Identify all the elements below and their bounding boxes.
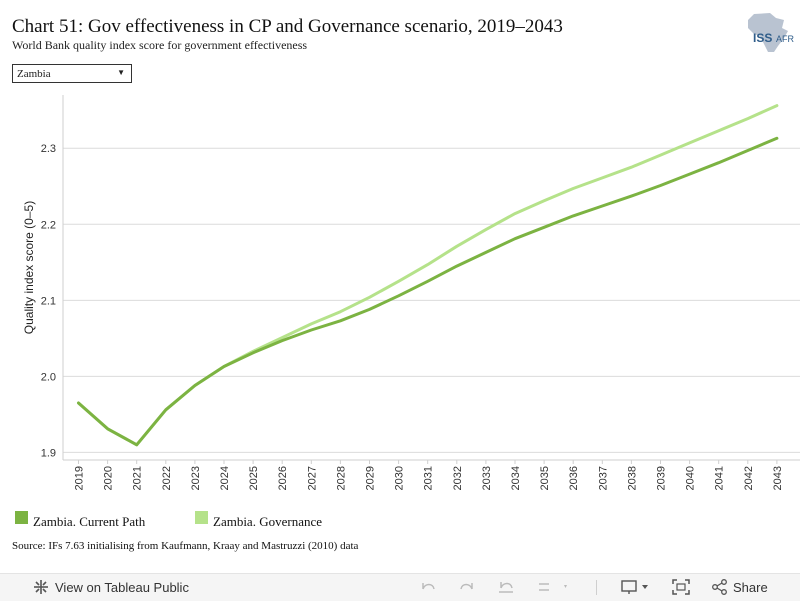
x-tick-label: 2042 bbox=[743, 466, 755, 490]
x-tick-label: 2027 bbox=[306, 466, 318, 490]
chart-title: Chart 51: Gov effectiveness in CP and Go… bbox=[12, 16, 563, 37]
source-note: Source: IFs 7.63 initialising from Kaufm… bbox=[12, 540, 359, 552]
legend-swatch-current-path bbox=[15, 511, 28, 524]
x-tick-label: 2024 bbox=[219, 466, 231, 490]
chart-subtitle: World Bank quality index score for gover… bbox=[12, 38, 308, 52]
y-tick-label: 2.0 bbox=[41, 371, 56, 383]
fullscreen-icon[interactable] bbox=[672, 579, 690, 597]
x-tick-label: 2022 bbox=[161, 466, 173, 490]
legend-item-governance[interactable]: Zambia. Governance bbox=[195, 508, 355, 529]
x-tick-label: 2041 bbox=[714, 466, 726, 490]
x-tick-label: 2031 bbox=[423, 466, 435, 490]
legend-label-current-path: Zambia. Current Path bbox=[33, 514, 146, 529]
x-tick-label: 2029 bbox=[365, 466, 377, 490]
x-tick-label: 2043 bbox=[772, 466, 784, 490]
refresh-icon[interactable] bbox=[536, 579, 568, 597]
caret-down-icon: ▼ bbox=[117, 68, 125, 77]
organization-logo: ISS AFR bbox=[740, 12, 800, 54]
x-tick-label: 2032 bbox=[452, 466, 464, 490]
x-tick-label: 2034 bbox=[510, 466, 522, 490]
legend-item-current-path[interactable]: Zambia. Current Path bbox=[15, 508, 185, 529]
legend-label-governance: Zambia. Governance bbox=[213, 514, 323, 529]
x-tick-label: 2025 bbox=[248, 466, 260, 490]
country-select[interactable]: Zambia ▼ bbox=[12, 64, 132, 83]
view-on-tableau-link[interactable]: View on Tableau Public bbox=[55, 580, 189, 595]
x-tick-label: 2037 bbox=[597, 466, 609, 490]
logo-text-suffix: AFR bbox=[776, 34, 795, 44]
tableau-toolbar: View on Tableau Public Share bbox=[0, 573, 800, 601]
legend-swatch-governance bbox=[195, 511, 208, 524]
revert-icon[interactable] bbox=[498, 579, 516, 597]
x-tick-label: 2038 bbox=[626, 466, 638, 490]
country-select-value: Zambia bbox=[17, 68, 51, 80]
share-icon[interactable] bbox=[711, 579, 729, 597]
x-tick-label: 2030 bbox=[394, 466, 406, 490]
x-tick-label: 2036 bbox=[568, 466, 580, 490]
x-tick-label: 2035 bbox=[539, 466, 551, 490]
x-tick-label: 2019 bbox=[74, 466, 86, 490]
africa-map-icon: ISS AFR bbox=[748, 13, 795, 52]
series-line-current-path[interactable] bbox=[77, 136, 779, 447]
x-tick-label: 2026 bbox=[277, 466, 289, 490]
x-tick-label: 2039 bbox=[656, 466, 668, 490]
undo-icon[interactable] bbox=[419, 579, 437, 597]
tableau-icon[interactable] bbox=[33, 579, 49, 597]
x-tick-label: 2020 bbox=[103, 466, 115, 490]
y-tick-label: 2.1 bbox=[41, 295, 56, 307]
download-icon[interactable] bbox=[621, 579, 653, 597]
x-tick-label: 2033 bbox=[481, 466, 493, 490]
x-tick-label: 2021 bbox=[132, 466, 144, 490]
line-chart: 1.9 2.0 2.1 2.2 2.3 2019 2020 2021 2022 2023 2024 2… bbox=[22, 95, 800, 490]
y-axis-label: Quality index score (0–5) bbox=[22, 201, 36, 334]
y-tick-label: 2.2 bbox=[41, 219, 56, 231]
x-tick-label: 2028 bbox=[335, 466, 347, 490]
logo-text: ISS bbox=[753, 31, 772, 45]
share-button[interactable]: Share bbox=[733, 580, 768, 595]
y-tick-label: 2.3 bbox=[41, 143, 56, 155]
redo-icon[interactable] bbox=[458, 579, 476, 597]
x-tick-label: 2040 bbox=[685, 466, 697, 490]
y-tick-label: 1.9 bbox=[41, 447, 56, 459]
toolbar-divider bbox=[596, 580, 597, 595]
x-tick-label: 2023 bbox=[190, 466, 202, 490]
